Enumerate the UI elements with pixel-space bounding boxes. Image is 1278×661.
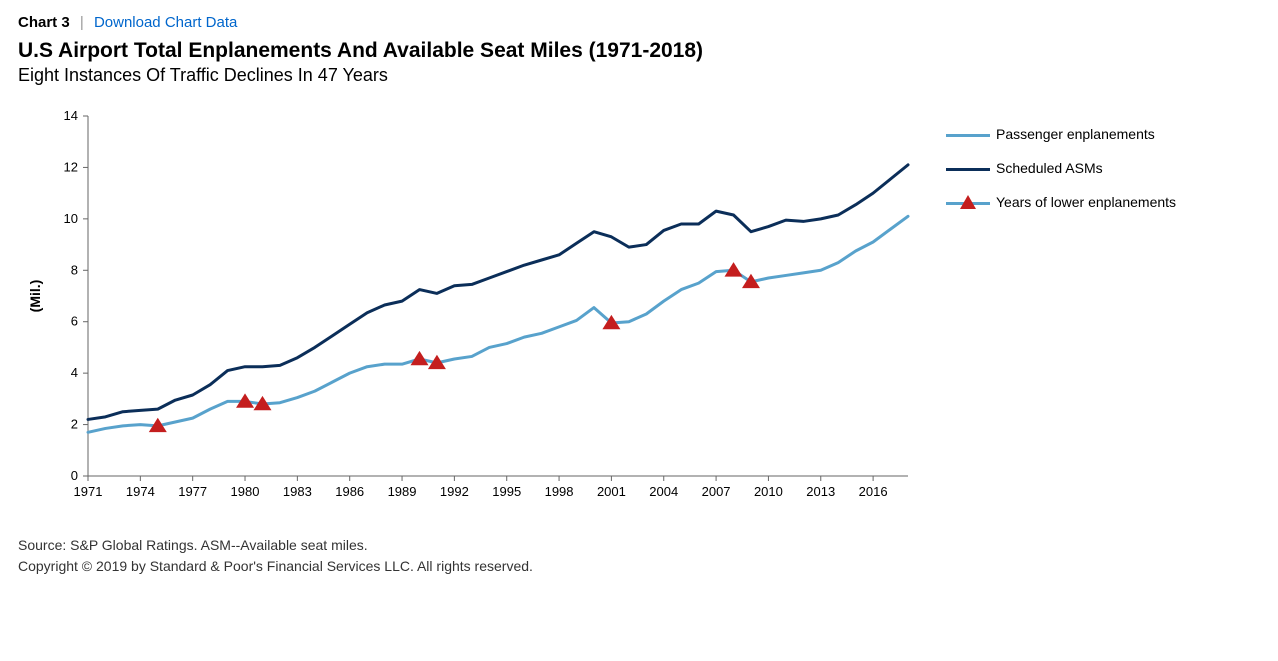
chart-svg: 0 2 4 6 8 10 12 14 (Mil.) 1971 1974 1977 1980 1983 198… bbox=[18, 96, 918, 526]
svg-text:2013: 2013 bbox=[806, 484, 835, 499]
svg-text:10: 10 bbox=[64, 211, 78, 226]
svg-text:1983: 1983 bbox=[283, 484, 312, 499]
svg-text:(Mil.): (Mil.) bbox=[27, 280, 43, 313]
legend-label: Years of lower enplanements bbox=[996, 194, 1176, 210]
svg-text:14: 14 bbox=[64, 108, 78, 123]
footer-source: Source: S&P Global Ratings. ASM--Availab… bbox=[18, 535, 1260, 556]
svg-text:1995: 1995 bbox=[492, 484, 521, 499]
svg-text:8: 8 bbox=[71, 262, 78, 277]
svg-text:1980: 1980 bbox=[231, 484, 260, 499]
legend-item: Scheduled ASMs bbox=[946, 160, 1176, 176]
chart-title: U.S Airport Total Enplanements And Avail… bbox=[18, 39, 1260, 63]
svg-text:1992: 1992 bbox=[440, 484, 469, 499]
svg-text:1986: 1986 bbox=[335, 484, 364, 499]
legend-item: Passenger enplanements bbox=[946, 126, 1176, 142]
chart-legend: Passenger enplanements Scheduled ASMs Year… bbox=[918, 96, 1176, 228]
footer-copyright: Copyright © 2019 by Standard & Poor's Fi… bbox=[18, 556, 1260, 577]
chart-subtitle: Eight Instances Of Traffic Declines In 4… bbox=[18, 65, 1260, 86]
chart-plot-area: 0 2 4 6 8 10 12 14 (Mil.) 1971 1974 1977 1980 1983 198… bbox=[18, 96, 918, 531]
legend-swatch-line bbox=[946, 162, 990, 176]
legend-item: Years of lower enplanements bbox=[946, 194, 1176, 210]
legend-label: Passenger enplanements bbox=[996, 126, 1155, 142]
header-separator: | bbox=[74, 14, 90, 31]
legend-label: Scheduled ASMs bbox=[996, 160, 1103, 176]
svg-text:1977: 1977 bbox=[178, 484, 207, 499]
svg-text:2007: 2007 bbox=[702, 484, 731, 499]
legend-swatch-line bbox=[946, 128, 990, 142]
chart-header-line: Chart 3 | Download Chart Data bbox=[18, 14, 1260, 31]
svg-text:2004: 2004 bbox=[649, 484, 678, 499]
svg-text:6: 6 bbox=[71, 314, 78, 329]
svg-text:12: 12 bbox=[64, 159, 78, 174]
svg-text:2001: 2001 bbox=[597, 484, 626, 499]
svg-text:2010: 2010 bbox=[754, 484, 783, 499]
svg-text:2016: 2016 bbox=[859, 484, 888, 499]
svg-text:2: 2 bbox=[71, 417, 78, 432]
svg-text:1971: 1971 bbox=[74, 484, 103, 499]
chart-footer: Source: S&P Global Ratings. ASM--Availab… bbox=[18, 535, 1260, 577]
chart-container: Chart 3 | Download Chart Data U.S Airpor… bbox=[0, 0, 1278, 661]
svg-text:1998: 1998 bbox=[545, 484, 574, 499]
download-data-link[interactable]: Download Chart Data bbox=[94, 14, 237, 31]
chart-number: Chart 3 bbox=[18, 14, 70, 31]
legend-swatch-marker bbox=[946, 196, 990, 210]
svg-text:1989: 1989 bbox=[388, 484, 417, 499]
svg-text:1974: 1974 bbox=[126, 484, 155, 499]
svg-text:4: 4 bbox=[71, 365, 78, 380]
chart-row: 0 2 4 6 8 10 12 14 (Mil.) 1971 1974 1977 1980 1983 198… bbox=[18, 96, 1260, 531]
svg-text:0: 0 bbox=[71, 468, 78, 483]
